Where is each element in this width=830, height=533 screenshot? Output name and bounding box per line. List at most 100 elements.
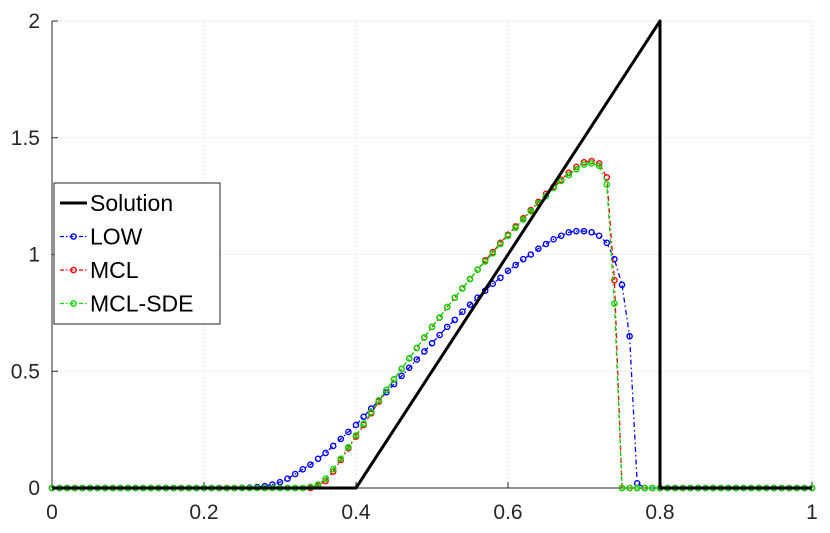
data-point-mcl-sde: [641, 484, 649, 492]
data-point-mcl-sde: [337, 455, 345, 463]
data-point-low: [626, 332, 633, 340]
legend-item-low: LOW: [60, 224, 143, 250]
x-tick-label: 0.8: [645, 501, 674, 524]
data-point-mcl-sde: [474, 266, 481, 273]
data-point-mcl-sde: [383, 386, 390, 394]
data-point-mcl-sde: [618, 484, 626, 492]
data-point-mcl-sde: [329, 466, 337, 473]
legend-box: [53, 182, 221, 325]
data-point-mcl-sde: [626, 484, 633, 492]
data-point-mcl-sde: [443, 303, 451, 311]
legend-item-solution: Solution: [60, 190, 173, 216]
legend-label-solution: Solution: [90, 190, 173, 216]
data-point-low: [299, 466, 307, 473]
data-point-low: [611, 255, 618, 263]
data-point-mcl-sde: [481, 258, 489, 265]
data-point-low: [535, 245, 542, 252]
data-point-low: [466, 301, 474, 309]
data-point-low: [618, 281, 626, 289]
data-point-low: [451, 316, 459, 324]
legend-marker-mcl-sde: [70, 300, 77, 307]
data-point-low: [291, 470, 299, 478]
x-tick-label: 1: [806, 501, 818, 524]
legend-label-low: LOW: [90, 224, 143, 250]
data-point-low: [443, 323, 451, 331]
data-point-mcl-sde: [497, 240, 504, 248]
data-point-low: [284, 475, 291, 482]
data-point-mcl-sde: [649, 484, 656, 492]
data-point-mcl-sde: [565, 171, 573, 179]
data-point-mcl-sde: [611, 300, 618, 307]
data-point-mcl-sde: [512, 224, 519, 231]
data-point-low: [345, 428, 352, 436]
data-point-low: [337, 435, 345, 443]
data-point-low: [421, 348, 428, 355]
legend-marker-low: [70, 233, 77, 240]
data-point-mcl-sde: [557, 177, 565, 185]
data-point-low: [512, 261, 519, 269]
data-point-mcl-sde: [352, 432, 360, 439]
x-tick-label: 0.6: [493, 501, 522, 524]
data-point-mcl-sde: [322, 475, 329, 482]
data-point-mcl-sde: [390, 376, 398, 383]
legend-item-mcl: MCL: [60, 257, 139, 283]
data-point-low: [573, 227, 580, 235]
data-point-mcl-sde: [421, 334, 428, 341]
y-tick-label: 1.5: [11, 127, 40, 150]
y-tick-label: 1: [28, 244, 40, 267]
data-point-mcl-sde: [466, 275, 474, 283]
data-point-low: [542, 240, 550, 248]
data-point-mcl-sde: [580, 161, 588, 168]
x-tick-label: 0.4: [341, 501, 371, 524]
data-point-mcl-sde: [375, 397, 383, 404]
plot-series: [48, 19, 816, 492]
y-tick-label: 0: [28, 477, 40, 500]
data-point-mcl: [580, 158, 588, 166]
data-point-mcl-sde: [633, 484, 641, 492]
data-point-mcl-sde: [588, 160, 595, 167]
data-point-mcl-sde: [504, 232, 512, 240]
data-point-mcl-sde: [519, 216, 527, 223]
data-point-low: [413, 356, 421, 363]
data-point-mcl-sde: [527, 207, 535, 215]
data-point-mcl-sde: [436, 314, 443, 321]
data-point-low: [550, 236, 557, 243]
data-point-mcl-sde: [428, 323, 436, 331]
data-point-low: [603, 239, 611, 247]
data-point-low: [588, 229, 595, 236]
data-point-mcl-sde: [573, 165, 580, 173]
data-point-mcl-sde: [413, 344, 421, 352]
data-point-mcl-sde: [459, 285, 466, 292]
data-point-mcl-sde: [345, 443, 352, 451]
data-point-low: [428, 339, 436, 347]
series-solution: [52, 19, 812, 490]
data-point-low: [329, 442, 337, 450]
data-point-mcl-sde: [603, 181, 611, 188]
series-line-solution: [52, 19, 812, 490]
data-point-low: [322, 449, 329, 457]
data-point-low: [504, 267, 512, 275]
data-point-mcl-sde: [489, 250, 497, 257]
data-point-low: [497, 274, 504, 282]
legend-marker-mcl: [70, 266, 77, 274]
data-point-low: [557, 232, 565, 240]
data-point-low: [519, 255, 527, 263]
x-tick-label: 0: [46, 501, 58, 524]
data-point-mcl-sde: [595, 162, 603, 170]
data-point-low: [398, 372, 405, 380]
data-point-low: [314, 455, 322, 463]
legend-label-mcl: MCL: [90, 257, 139, 283]
x-tick-label: 0.2: [189, 501, 218, 524]
data-point-low: [405, 364, 413, 372]
legend: Solution LOW MCL MCL-SDE: [53, 182, 221, 325]
data-point-mcl-sde: [398, 365, 405, 373]
data-point-low: [360, 413, 367, 421]
data-point-low: [580, 227, 588, 235]
data-point-low: [565, 229, 573, 236]
data-point-low: [436, 331, 443, 339]
y-tick-label: 0.5: [11, 360, 40, 383]
data-point-low: [307, 461, 314, 468]
data-point-low: [527, 251, 535, 258]
y-tick-label: 2: [28, 10, 40, 33]
